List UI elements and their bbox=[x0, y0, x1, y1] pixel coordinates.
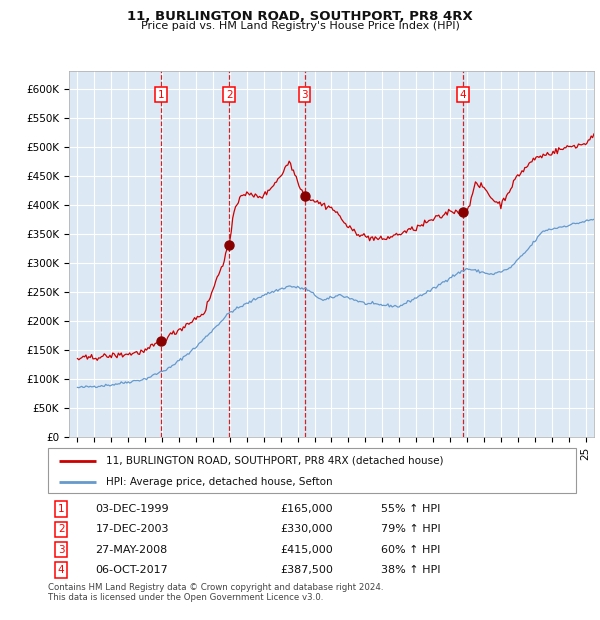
Text: 2: 2 bbox=[58, 525, 65, 534]
Text: Price paid vs. HM Land Registry's House Price Index (HPI): Price paid vs. HM Land Registry's House … bbox=[140, 21, 460, 31]
Text: 1: 1 bbox=[58, 505, 65, 515]
Text: 4: 4 bbox=[58, 565, 65, 575]
Text: 60% ↑ HPI: 60% ↑ HPI bbox=[380, 544, 440, 554]
Text: 3: 3 bbox=[58, 544, 65, 554]
Text: 2: 2 bbox=[226, 89, 233, 100]
Text: 3: 3 bbox=[301, 89, 308, 100]
Text: 79% ↑ HPI: 79% ↑ HPI bbox=[380, 525, 440, 534]
Text: 4: 4 bbox=[460, 89, 466, 100]
Text: £415,000: £415,000 bbox=[280, 544, 333, 554]
Text: 11, BURLINGTON ROAD, SOUTHPORT, PR8 4RX (detached house): 11, BURLINGTON ROAD, SOUTHPORT, PR8 4RX … bbox=[106, 456, 443, 466]
Text: 27-MAY-2008: 27-MAY-2008 bbox=[95, 544, 168, 554]
FancyBboxPatch shape bbox=[48, 448, 576, 493]
Text: Contains HM Land Registry data © Crown copyright and database right 2024.
This d: Contains HM Land Registry data © Crown c… bbox=[48, 583, 383, 602]
Text: £330,000: £330,000 bbox=[280, 525, 333, 534]
Text: 11, BURLINGTON ROAD, SOUTHPORT, PR8 4RX: 11, BURLINGTON ROAD, SOUTHPORT, PR8 4RX bbox=[127, 10, 473, 23]
Text: 1: 1 bbox=[157, 89, 164, 100]
Text: £165,000: £165,000 bbox=[280, 505, 333, 515]
Text: 17-DEC-2003: 17-DEC-2003 bbox=[95, 525, 169, 534]
Text: 03-DEC-1999: 03-DEC-1999 bbox=[95, 505, 169, 515]
Text: HPI: Average price, detached house, Sefton: HPI: Average price, detached house, Seft… bbox=[106, 477, 333, 487]
Text: 55% ↑ HPI: 55% ↑ HPI bbox=[380, 505, 440, 515]
Text: 38% ↑ HPI: 38% ↑ HPI bbox=[380, 565, 440, 575]
Text: 06-OCT-2017: 06-OCT-2017 bbox=[95, 565, 168, 575]
Text: £387,500: £387,500 bbox=[280, 565, 333, 575]
